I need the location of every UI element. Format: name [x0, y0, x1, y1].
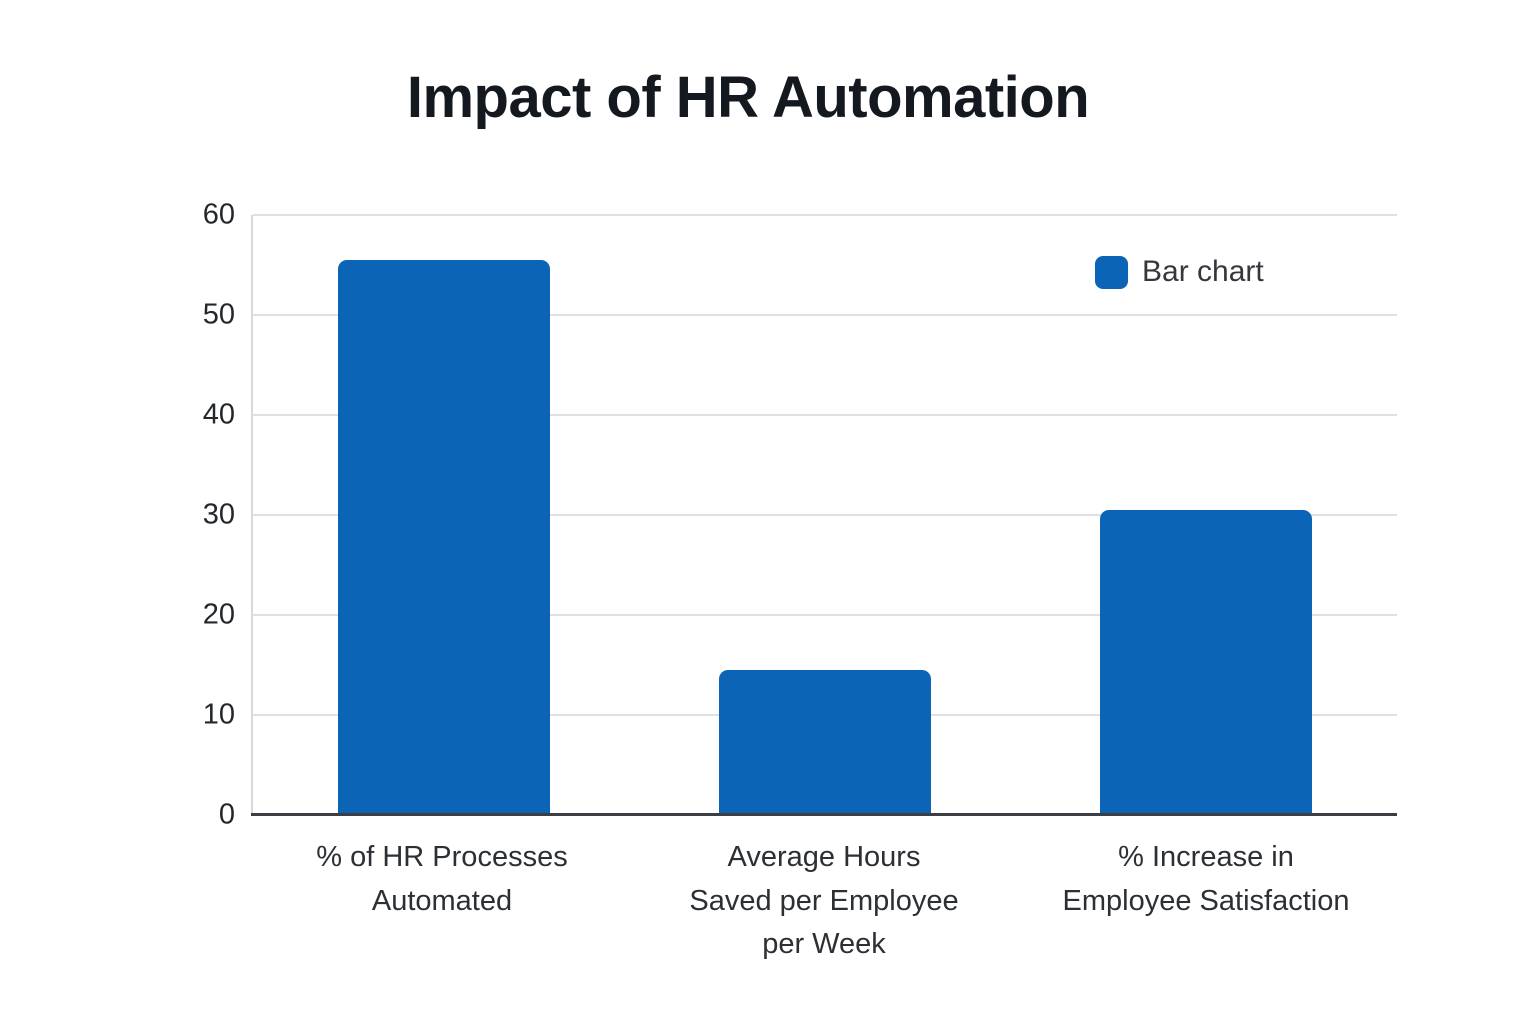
- bar-slot: [253, 215, 634, 815]
- y-tick-label: 0: [218, 798, 235, 831]
- y-tick-label: 20: [202, 598, 235, 631]
- y-axis: 0 10 20 30 40 50 60: [60, 199, 235, 831]
- bar-3: [1100, 510, 1313, 815]
- gridline: [253, 414, 1397, 416]
- y-tick-label: 40: [202, 398, 235, 431]
- y-tick-label: 50: [202, 298, 235, 331]
- bar-2: [718, 670, 931, 815]
- chart-title: Impact of HR Automation: [406, 65, 1090, 130]
- legend-label: Bar chart: [1142, 255, 1264, 288]
- x-axis-label: Average Hours Saved per Employee per Wee…: [689, 841, 959, 960]
- y-tick-label: 30: [202, 498, 235, 531]
- x-axis-label: % of HR Processes Automated: [316, 841, 568, 917]
- gridline: [253, 214, 1397, 216]
- plot-area: Bar chart: [251, 214, 1397, 816]
- x-axis-line: [251, 813, 1397, 816]
- gridline: [253, 314, 1397, 316]
- gridline: [253, 614, 1397, 616]
- gridline: [253, 514, 1397, 516]
- legend-swatch-icon: [1095, 255, 1128, 289]
- bar-slot: [1016, 215, 1397, 815]
- x-axis-labels: % of HR Processes Automated Average Hours…: [251, 836, 1397, 967]
- bar-slot: [634, 215, 1015, 815]
- x-axis-label: % Increase in Employee Satisfaction: [1062, 841, 1350, 917]
- y-tick-label: 60: [202, 198, 235, 231]
- y-tick-label: 10: [202, 698, 235, 731]
- legend: Bar chart: [1095, 255, 1264, 289]
- bars-group: [253, 215, 1397, 815]
- bar-1: [337, 260, 550, 815]
